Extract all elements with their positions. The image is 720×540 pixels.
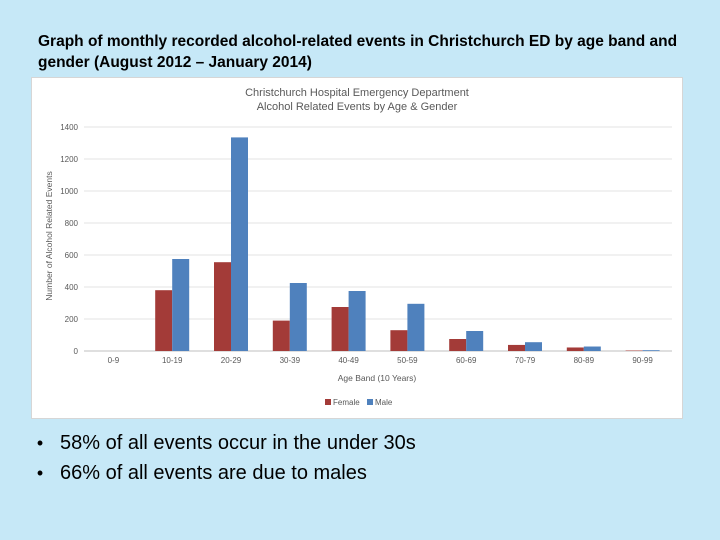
bar-female	[566, 347, 584, 351]
x-tick-label: 0-9	[108, 356, 120, 365]
y-tick-label: 0	[74, 347, 79, 356]
bar-male	[525, 342, 542, 351]
x-axis-label: Age Band (10 Years)	[338, 373, 417, 383]
bullet-dot-icon: •	[36, 433, 44, 453]
bar-female	[155, 290, 173, 351]
chart-title: Christchurch Hospital Emergency Departme…	[245, 87, 469, 99]
y-tick-label: 400	[65, 283, 79, 292]
y-axis-label: Number of Alcohol Related Events	[44, 171, 54, 300]
y-tick-label: 600	[65, 251, 79, 260]
x-tick-label: 60-69	[456, 356, 477, 365]
bar-male	[583, 346, 601, 351]
bar-female	[331, 307, 349, 351]
x-tick-label: 40-49	[338, 356, 359, 365]
y-tick-label: 200	[65, 315, 79, 324]
y-axis-ticks: 0 200 400 600 800 1000 1200 1400	[60, 123, 78, 356]
bar-female	[449, 339, 467, 351]
bar-chart: 0 200 400 600 800 1000 1200 1400 0-9 10-19 20-29 3…	[44, 87, 672, 407]
bar-male	[348, 291, 366, 351]
legend: Female Male	[325, 398, 393, 407]
x-tick-label: 20-29	[221, 356, 242, 365]
bullet-text: 66% of all events are due to males	[60, 462, 367, 484]
x-tick-label: 90-99	[632, 356, 653, 365]
x-axis-ticks: 0-9 10-19 20-29 30-39 40-49 50-59 60-69 70-79 80…	[108, 356, 654, 365]
bar-female	[214, 262, 231, 351]
chart-subtitle: Alcohol Related Events by Age & Gender	[257, 101, 458, 113]
x-tick-label: 80-89	[574, 356, 595, 365]
x-tick-label: 30-39	[280, 356, 301, 365]
x-tick-label: 50-59	[397, 356, 418, 365]
bar-female	[508, 344, 525, 351]
chart-container: 0 200 400 600 800 1000 1200 1400 0-9 10-19 20-29 3…	[31, 77, 683, 419]
bar-female	[272, 320, 290, 351]
bar-male	[231, 137, 248, 351]
y-tick-label: 1000	[60, 187, 78, 196]
bullet-item: • 58% of all events occur in the under 3…	[30, 428, 416, 458]
y-tick-label: 1200	[60, 155, 78, 164]
bar-male	[172, 259, 190, 351]
x-tick-label: 70-79	[515, 356, 536, 365]
legend-label: Male	[375, 398, 393, 407]
slide-title: Graph of monthly recorded alcohol-relate…	[38, 33, 678, 71]
bullet-text: 58% of all events occur in the under 30s	[60, 432, 416, 454]
bullet-list: • 58% of all events occur in the under 3…	[30, 428, 416, 488]
bar-male	[642, 350, 660, 351]
bar-female	[390, 330, 408, 351]
legend-label: Female	[333, 398, 360, 407]
y-tick-label: 800	[65, 219, 79, 228]
legend-swatch	[367, 399, 373, 405]
bullet-dot-icon: •	[36, 463, 44, 483]
bullet-item: • 66% of all events are due to males	[30, 458, 416, 488]
bar-male	[289, 283, 307, 351]
bar-male	[407, 303, 425, 351]
bar-male	[466, 331, 484, 351]
y-tick-label: 1400	[60, 123, 78, 132]
legend-swatch	[325, 399, 331, 405]
x-tick-label: 10-19	[162, 356, 183, 365]
bars	[155, 137, 660, 351]
